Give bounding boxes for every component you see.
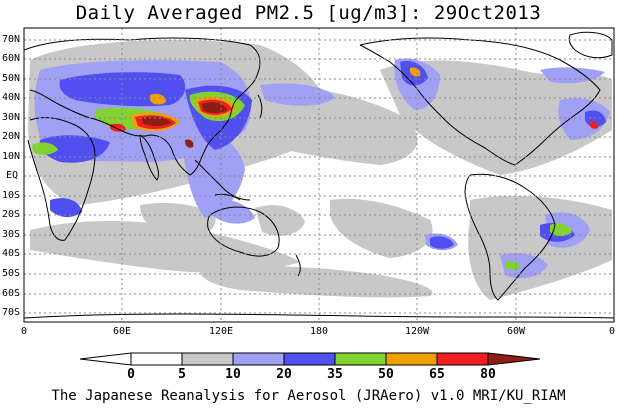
lat-label-60n: 60N <box>2 53 21 64</box>
colorbar-tick-10: 10 <box>225 367 241 382</box>
colorbar-tick-80: 80 <box>480 367 496 382</box>
lon-label-120e: 120E <box>208 326 234 337</box>
lat-label-70s: 70S <box>2 307 21 318</box>
lon-label-120w: 120W <box>404 326 430 337</box>
lat-label-30s: 30S <box>2 229 21 240</box>
colorbar-tick-20: 20 <box>276 367 292 382</box>
map-title: Daily Averaged PM2.5 [ug/m3]: 29Oct2013 <box>75 2 542 24</box>
colorbar-arrow-low <box>79 352 132 366</box>
colorbar-tick-50: 50 <box>378 367 394 382</box>
colorbar-tick-35: 35 <box>327 367 343 382</box>
lon-label-0-right: 0 <box>608 326 616 337</box>
lon-label-0-left: 0 <box>20 326 28 337</box>
lat-label-40s: 40S <box>2 248 21 259</box>
lat-label-60s: 60S <box>2 288 21 299</box>
colorbar-bin-35-50 <box>334 352 387 366</box>
graticule <box>24 28 614 322</box>
lat-label-40n: 40N <box>2 92 21 103</box>
colorbar-tick-65: 65 <box>429 367 445 382</box>
colorbar-arrow-high <box>487 352 541 366</box>
colorbar-tick-5: 5 <box>178 367 186 382</box>
lon-label-60w: 60W <box>506 326 526 337</box>
colorbar-bin-0-5 <box>130 352 183 366</box>
lat-label-20n: 20N <box>2 131 21 142</box>
lat-label-30n: 30N <box>2 112 21 123</box>
colorbar-tick-0: 0 <box>127 367 135 382</box>
colorbar-bin-10-20 <box>232 352 285 366</box>
credit-line: The Japanese Reanalysis for Aerosol (JRA… <box>51 388 566 404</box>
lon-label-180: 180 <box>309 326 329 337</box>
lon-label-60e: 60E <box>112 326 132 337</box>
lat-label-70n: 70N <box>2 34 21 45</box>
colorbar-bin-20-35 <box>283 352 336 366</box>
lat-label-20s: 20S <box>2 209 21 220</box>
colorbar-bin-65-80 <box>436 352 489 366</box>
lat-label-10s: 10S <box>2 190 21 201</box>
lat-label-10n: 10N <box>2 151 21 162</box>
colorbar-bin-50-65 <box>385 352 438 366</box>
lat-label-50s: 50S <box>2 268 21 279</box>
colorbar <box>79 352 541 366</box>
map-frame <box>23 27 615 323</box>
lat-label-eq: EQ <box>6 170 19 181</box>
coastlines <box>24 31 614 319</box>
lat-label-50n: 50N <box>2 73 21 84</box>
colorbar-bin-5-10 <box>181 352 234 366</box>
